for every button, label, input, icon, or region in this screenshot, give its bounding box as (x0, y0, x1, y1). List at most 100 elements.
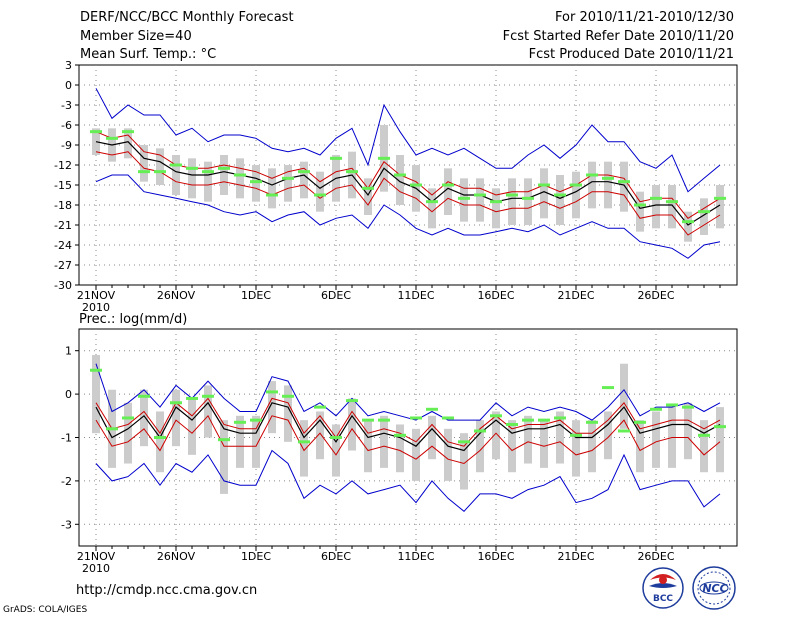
temp-observed-marker (586, 173, 598, 177)
prec-observed-marker (202, 394, 214, 398)
temp-observed-marker (602, 176, 614, 180)
prec-observed-marker (234, 420, 246, 424)
temp-ytick-label: 0 (65, 79, 72, 92)
temp-observed-marker (122, 130, 134, 134)
prec-ensemble-box (156, 411, 164, 473)
prec-observed-marker (154, 436, 166, 439)
temp-observed-marker (442, 183, 454, 187)
chart-title: DERF/NCC/BCC Monthly Forecast (80, 10, 294, 25)
prec-observed-marker (618, 429, 630, 433)
prec-xtick-label: 26NOV (157, 550, 196, 563)
temp-observed-marker (154, 170, 166, 174)
temp-observed-marker (714, 196, 726, 200)
prec-observed-marker (282, 394, 294, 398)
temp-ensemble-box (220, 155, 228, 195)
temp-ensemble-box (684, 211, 692, 242)
prec-ensemble-box (476, 420, 484, 473)
temp-ensemble-box (300, 161, 308, 199)
temp-observed-marker (698, 210, 710, 214)
temp-ensemble-box (700, 198, 708, 235)
temp-ensemble-box (652, 185, 660, 229)
prec-ensemble-box (252, 415, 260, 468)
temp-observed-marker (570, 183, 582, 187)
prec-observed-marker (250, 418, 262, 422)
prec-ensemble-box (236, 415, 244, 468)
variable-label: Mean Surf. Temp.: °C (80, 47, 217, 62)
temp-ensemble-box (620, 161, 628, 212)
prec-ensemble-box (412, 428, 420, 481)
prec-observed-marker (458, 440, 470, 444)
prec-observed-marker (122, 416, 134, 420)
prec-ytick-label: -1 (61, 432, 72, 445)
prec-ensemble-box (124, 402, 132, 464)
temp-observed-marker (266, 193, 278, 197)
prec-observed-marker (106, 427, 118, 431)
prec-observed-marker (330, 436, 342, 439)
temp-ensemble-box (716, 185, 724, 229)
prec-ensemble-box (524, 415, 532, 464)
prec-ensemble-box (716, 407, 724, 473)
temp-observed-marker (666, 200, 678, 204)
temp-ensemble-box (444, 168, 452, 215)
temp-ensemble-box (460, 178, 468, 222)
prec-ensemble-box (268, 381, 276, 434)
prec-ensemble-box (204, 385, 212, 438)
prec-ensemble-box (636, 420, 644, 473)
temp-observed-marker (170, 163, 182, 167)
temp-ensemble-box (524, 178, 532, 225)
prec-observed-marker (442, 416, 454, 420)
prec-ensemble-box (140, 389, 148, 447)
prec-ensemble-box (284, 385, 292, 442)
prec-xtick-label: 26DEC (637, 550, 674, 563)
prec-xtick-label: 11DEC (397, 550, 434, 563)
temp-observed-marker (378, 156, 390, 160)
prec-panel: Prec.: log(mm/d) 1 0 -1 -2 -3 21NOV 26NOV 1DEC 6D… (61, 312, 738, 575)
temp-ytick-label: -15 (54, 179, 72, 192)
prec-mean-line (95, 401, 721, 452)
temp-xtick-label: 26NOV (157, 289, 196, 302)
prec-xtick-label: 6DEC (321, 550, 351, 563)
prec-observed-marker (138, 394, 150, 398)
prec-ensemble-box (460, 433, 468, 490)
prec-xtick-label: 1DEC (241, 550, 271, 563)
temp-observed-marker (506, 193, 518, 197)
temp-ensemble-box (508, 178, 516, 225)
prec-ensemble-box (444, 428, 452, 481)
temp-ytick-label: 3 (65, 59, 72, 72)
temp-observed-marker (234, 173, 246, 177)
prec-ensemble-box (508, 420, 516, 473)
bcc-logo-text: BCC (653, 594, 673, 604)
temp-observed-marker (106, 136, 118, 140)
temp-observed-marker (90, 130, 102, 134)
prec-observed-marker (314, 405, 326, 409)
prec-ytick-label: -2 (61, 475, 72, 488)
prec-xtick-label: 21NOV (77, 550, 116, 563)
prec-observed-marker (714, 425, 726, 429)
temp-ensemble-box (636, 191, 644, 232)
produced-date-label: Fcst Produced Date 2010/11/21 (528, 47, 734, 62)
temp-ensemble-box (476, 178, 484, 222)
temp-observed-marker (186, 166, 198, 170)
source-url[interactable]: http://cmdp.ncc.cma.gov.cn (76, 583, 258, 598)
temp-ytick-label: -27 (54, 259, 72, 272)
prec-xtick-label: 21DEC (557, 550, 594, 563)
temp-observed-marker (394, 173, 406, 177)
prec-ensemble-box (380, 415, 388, 468)
grads-credit: GrADS: COLA/IGES (3, 605, 88, 615)
temp-xtick-label: 1DEC (241, 289, 271, 302)
temp-ytick-label: -21 (54, 219, 72, 232)
temp-ensemble-box (588, 161, 596, 209)
prec-observed-marker (186, 396, 198, 400)
prec-ensemble-box (604, 411, 612, 460)
prec-observed-marker (426, 407, 438, 411)
temp-observed-marker (282, 176, 294, 180)
prec-observed-marker (170, 401, 182, 405)
prec-ensemble-box (652, 411, 660, 468)
prec-upper-line (95, 397, 721, 447)
prec-ensemble-box (620, 363, 628, 429)
temp-observed-marker (618, 180, 630, 184)
prec-observed-marker (682, 405, 694, 409)
start-ref-date-label: Fcst Started Refer Date 2010/11/20 (502, 29, 734, 44)
temp-ensemble-box (668, 185, 676, 229)
